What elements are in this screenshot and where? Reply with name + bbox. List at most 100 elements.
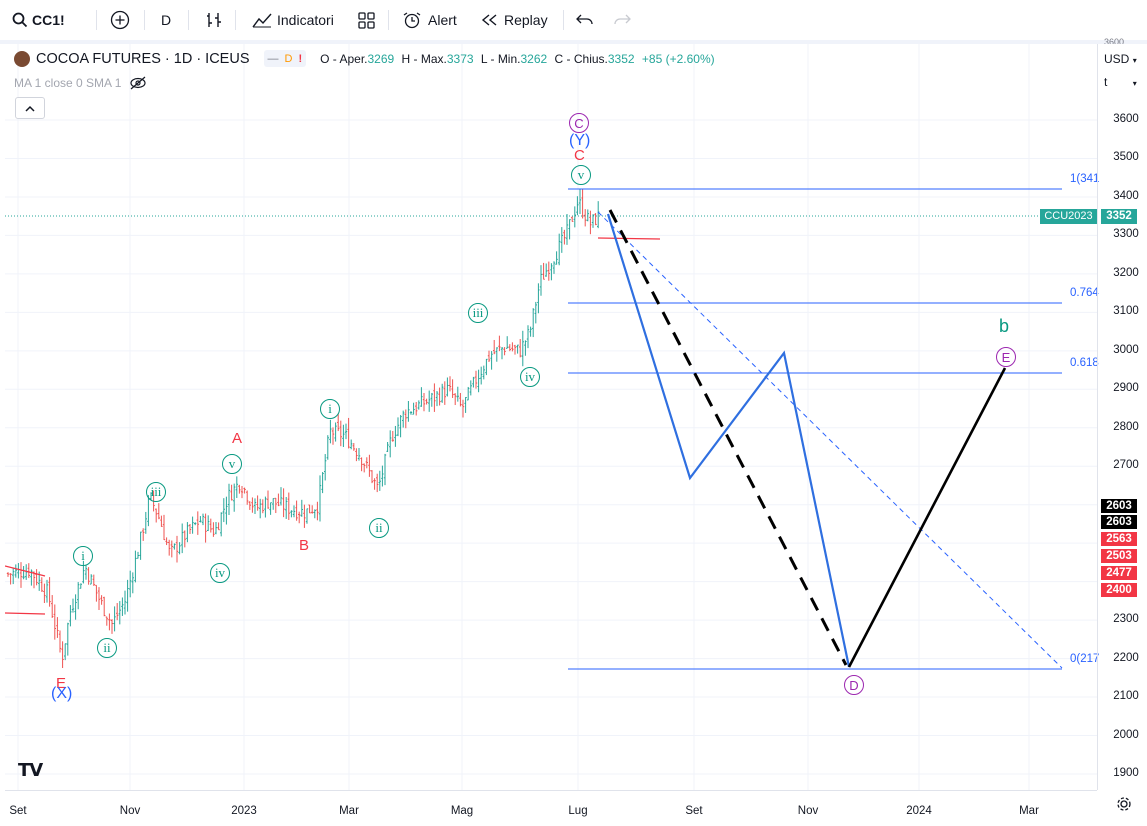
candle-bar	[532, 308, 535, 338]
toolbar-shadow	[0, 40, 1147, 44]
price-chart-canvas[interactable]	[5, 44, 1097, 790]
price-alert-tag: 2477	[1101, 566, 1137, 580]
wave-label-A[interactable]: A	[232, 430, 243, 447]
wave-ii[interactable]: ii	[97, 638, 117, 658]
redo-button[interactable]	[613, 0, 631, 40]
candle-bar	[313, 509, 316, 519]
tradingview-logo[interactable]: TV	[18, 760, 43, 781]
wave-label-X[interactable]: (X)	[51, 685, 73, 702]
indicators-button[interactable]: Indicatori	[252, 0, 334, 40]
red-trend-line[interactable]	[5, 565, 46, 577]
wave-i-2[interactable]: i	[320, 399, 340, 419]
candle-bar	[381, 465, 384, 487]
candle-bar	[194, 522, 197, 526]
candle-bar	[61, 641, 64, 669]
candle-bar	[498, 335, 501, 352]
legend-badges[interactable]: — D !	[263, 50, 307, 67]
candle-bar	[578, 189, 582, 215]
candle-bar	[441, 383, 444, 403]
symbol-title[interactable]: COCOA FUTURES · 1D · ICEUS	[36, 50, 250, 67]
replay-button[interactable]: Replay	[481, 0, 548, 40]
high-label: H - Max.	[401, 51, 447, 66]
candle-bar	[394, 425, 397, 447]
projection-dashed-black[interactable]	[608, 209, 848, 666]
red-horizontal-line[interactable]	[597, 237, 661, 240]
candle-bar	[300, 499, 303, 517]
candle-bar	[545, 263, 548, 277]
time-tick-label: Nov	[119, 805, 141, 817]
templates-button[interactable]	[357, 0, 375, 40]
wave-label-C[interactable]: C	[574, 147, 585, 164]
candle-bar	[521, 330, 524, 367]
candle-bar	[357, 447, 361, 461]
ohlc-values: O - Aper.3269 H - Max.3373 L - Min.3262 …	[320, 52, 715, 66]
wave-iii[interactable]: iii	[146, 482, 166, 502]
candle-bar	[183, 530, 186, 548]
wave-label-B[interactable]: B	[299, 537, 310, 554]
candle-bar	[251, 497, 254, 513]
compare-add-button[interactable]	[110, 0, 130, 40]
candle-bar	[32, 571, 36, 589]
price-tick-label: 2000	[1113, 728, 1139, 741]
symbol-search[interactable]: CC1!	[12, 0, 65, 40]
candle-bar	[425, 398, 428, 405]
projection-solid-black[interactable]	[847, 367, 1007, 668]
projection-zigzag[interactable]	[606, 213, 851, 668]
candle-bar	[454, 393, 457, 406]
wave-circle-C[interactable]: C	[569, 113, 589, 133]
price-axis[interactable]	[1097, 44, 1147, 790]
wave-label-Y[interactable]: (Y)	[569, 132, 591, 149]
candle-bar	[474, 370, 478, 389]
collapse-legend-button[interactable]	[15, 97, 45, 119]
candle-bar	[344, 423, 348, 440]
red-trend-line[interactable]	[5, 612, 46, 615]
layout-grid-icon	[358, 12, 375, 29]
candle-bar	[506, 336, 509, 349]
unit-dropdown[interactable]: t ▾	[1104, 75, 1137, 89]
wave-iv-2[interactable]: iv	[520, 367, 540, 387]
ma-indicator-legend[interactable]: MA 1 close 0 SMA 1	[14, 76, 147, 90]
candle-bar	[563, 229, 566, 245]
wave-iii-2[interactable]: iii	[468, 303, 488, 323]
candle-bar	[181, 523, 184, 554]
wave-ii-2[interactable]: ii	[369, 518, 389, 538]
candle-bar	[516, 344, 519, 354]
wave-label-E[interactable]: E	[56, 675, 67, 692]
eye-hidden-icon[interactable]	[129, 76, 147, 90]
candle-bar	[222, 498, 225, 523]
candle-bar	[103, 596, 106, 617]
wave-iv[interactable]: iv	[210, 563, 230, 583]
chart-type-button[interactable]	[205, 0, 223, 40]
undo-button[interactable]	[576, 0, 594, 40]
wave-i[interactable]: i	[73, 546, 93, 566]
candle-bar	[253, 498, 257, 514]
wave-circle-E[interactable]: E	[996, 347, 1016, 367]
wave-v-2[interactable]: v	[571, 165, 591, 185]
candle-bar	[175, 535, 179, 563]
chevron-up-icon	[25, 105, 35, 112]
alert-button[interactable]: Alert	[402, 0, 457, 40]
candle-bar	[485, 358, 488, 376]
interval-button[interactable]: D	[161, 0, 171, 40]
candle-bar	[56, 617, 59, 638]
fib-label-0618: 0.618	[1070, 357, 1099, 369]
wave-v[interactable]: v	[222, 454, 242, 474]
candle-bar	[116, 603, 119, 621]
wave-circle-D[interactable]: D	[844, 675, 864, 695]
candle-bar	[131, 572, 134, 594]
candle-bar	[467, 386, 470, 401]
price-tick-label: 3600	[1113, 113, 1139, 125]
currency-dropdown[interactable]: USD ▾	[1104, 52, 1137, 66]
candle-bar	[196, 511, 199, 535]
divider	[188, 10, 189, 30]
time-axis[interactable]	[5, 790, 1097, 817]
candle-bar	[456, 386, 459, 402]
candle-bar	[45, 579, 49, 603]
settings-button[interactable]	[1116, 796, 1132, 817]
wave-label-b[interactable]: b	[999, 316, 1010, 336]
candle-bar	[48, 577, 51, 607]
candle-bar	[186, 522, 189, 543]
candle-bar	[14, 564, 17, 578]
trend-line-dashed[interactable]	[597, 211, 1063, 669]
bar-chart-type-icon	[207, 13, 221, 27]
